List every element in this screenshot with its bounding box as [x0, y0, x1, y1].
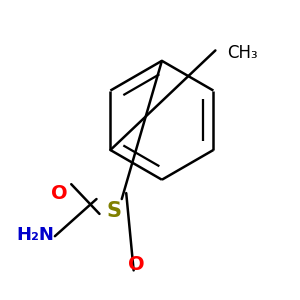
Text: S: S [107, 201, 122, 221]
Text: O: O [128, 255, 145, 274]
Text: O: O [51, 184, 68, 202]
Text: H₂N: H₂N [16, 226, 55, 244]
Text: CH₃: CH₃ [227, 44, 258, 62]
